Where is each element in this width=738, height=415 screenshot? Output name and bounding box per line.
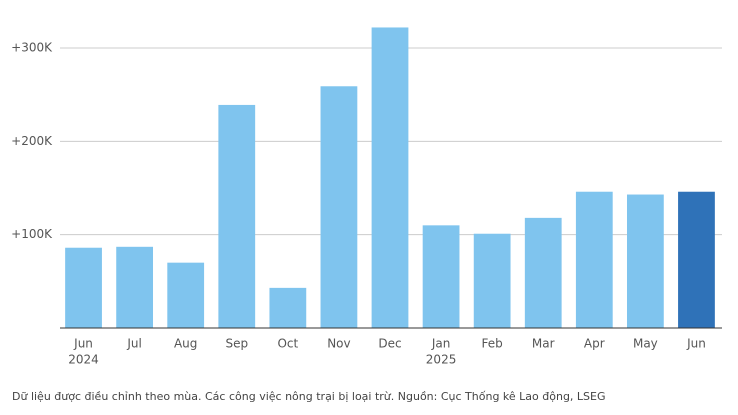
bar	[371, 27, 409, 328]
bar	[269, 287, 307, 328]
x-tick-label: Jun	[686, 337, 706, 351]
bar	[320, 86, 358, 329]
x-tick-label: Jan	[431, 337, 451, 351]
bar	[626, 194, 664, 328]
x-tick-label: Jul	[126, 337, 141, 351]
bar	[575, 191, 613, 328]
x-tick-label: Jun	[73, 337, 93, 351]
x-tick-label: Oct	[277, 337, 298, 351]
y-tick-label: +100K	[11, 227, 53, 241]
x-tick-sublabel: 2025	[426, 353, 457, 367]
x-tick-label: Nov	[327, 337, 350, 351]
y-tick-label: +200K	[11, 134, 53, 148]
x-tick-label: Dec	[378, 337, 401, 351]
x-tick-label: May	[633, 337, 658, 351]
bar	[678, 191, 715, 328]
bar	[473, 233, 511, 328]
bar	[218, 104, 256, 328]
x-tick-label: Sep	[225, 337, 248, 351]
x-tick-sublabel: 2024	[68, 353, 99, 367]
x-tick-label: Apr	[584, 337, 605, 351]
y-tick-label: +300K	[11, 41, 53, 55]
x-tick-label: Mar	[532, 337, 555, 351]
bar	[116, 246, 154, 328]
chart-note: Dữ liệu được điều chỉnh theo mùa. Các cô…	[12, 390, 606, 403]
bar	[422, 225, 460, 328]
x-tick-label: Aug	[174, 337, 197, 351]
bar	[65, 247, 102, 328]
bar	[167, 262, 205, 328]
x-tick-label: Feb	[482, 337, 503, 351]
bar	[524, 217, 562, 328]
